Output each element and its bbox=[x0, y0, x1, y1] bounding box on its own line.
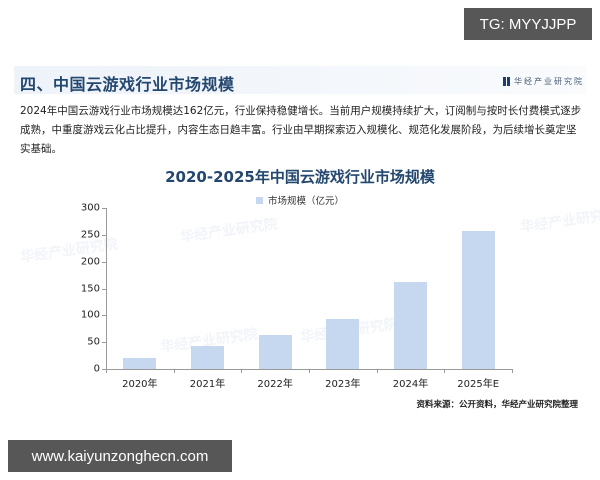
x-tick-label: 2023年 bbox=[325, 379, 361, 390]
y-tick-label: 0 bbox=[93, 363, 100, 375]
x-tick bbox=[444, 369, 446, 373]
x-tick-label: 2021年 bbox=[189, 379, 226, 390]
bar bbox=[123, 358, 157, 369]
y-tick-label: 100 bbox=[80, 309, 100, 321]
x-tick bbox=[173, 369, 175, 373]
bar bbox=[191, 345, 224, 369]
y-tick bbox=[102, 261, 106, 263]
x-tick bbox=[309, 369, 310, 373]
y-tick bbox=[102, 288, 106, 290]
section-title: 四、中国云游戏行业市场规模 bbox=[20, 75, 235, 94]
y-tick-label: 200 bbox=[80, 256, 100, 268]
x-tick-label: 2024年 bbox=[392, 379, 429, 390]
y-tick bbox=[102, 234, 106, 236]
intro-paragraph: 2024年中国云游戏行业市场规模达162亿元，行业保持稳健增长。当前用户规模持续… bbox=[20, 105, 582, 155]
section-header-bar bbox=[14, 66, 586, 94]
x-tick-label: 2025年E bbox=[457, 379, 500, 390]
bar bbox=[394, 282, 427, 369]
x-tick bbox=[512, 369, 513, 373]
x-tick bbox=[376, 369, 378, 373]
chart-legend: 市场规模（亿元） bbox=[0, 193, 600, 207]
y-tick bbox=[102, 369, 106, 370]
x-tick-label: 2022年 bbox=[257, 379, 293, 390]
brand-name: 华经产业研究院 bbox=[514, 77, 584, 86]
chart-title: 2020-2025年中国云游戏行业市场规模 bbox=[165, 168, 435, 186]
y-tick-label: 250 bbox=[80, 229, 100, 241]
bookmark-logo-icon bbox=[503, 77, 510, 86]
y-tick bbox=[102, 342, 106, 344]
x-tick bbox=[106, 369, 107, 373]
bar bbox=[461, 231, 495, 369]
bar bbox=[326, 319, 360, 369]
site-overlay-label: www.kaiyunzonghecn.com bbox=[8, 440, 232, 472]
source-note: 资料来源：公开资料，华经产业研究院整理 bbox=[416, 400, 578, 410]
bar bbox=[258, 335, 292, 369]
y-tick-label: 50 bbox=[87, 336, 100, 348]
legend-label: 市场规模（亿元） bbox=[267, 196, 344, 207]
y-tick-label: 300 bbox=[80, 202, 100, 214]
y-tick bbox=[102, 208, 106, 209]
y-tick-label: 150 bbox=[80, 283, 100, 294]
y-tick bbox=[102, 315, 106, 317]
y-axis bbox=[106, 208, 107, 369]
x-tick bbox=[241, 369, 243, 373]
x-tick-label: 2020年 bbox=[122, 379, 158, 390]
legend-swatch bbox=[255, 196, 263, 204]
brand: 华经产业研究院 bbox=[503, 76, 584, 87]
tg-overlay-label: TG: MYYJJPP bbox=[464, 8, 592, 40]
